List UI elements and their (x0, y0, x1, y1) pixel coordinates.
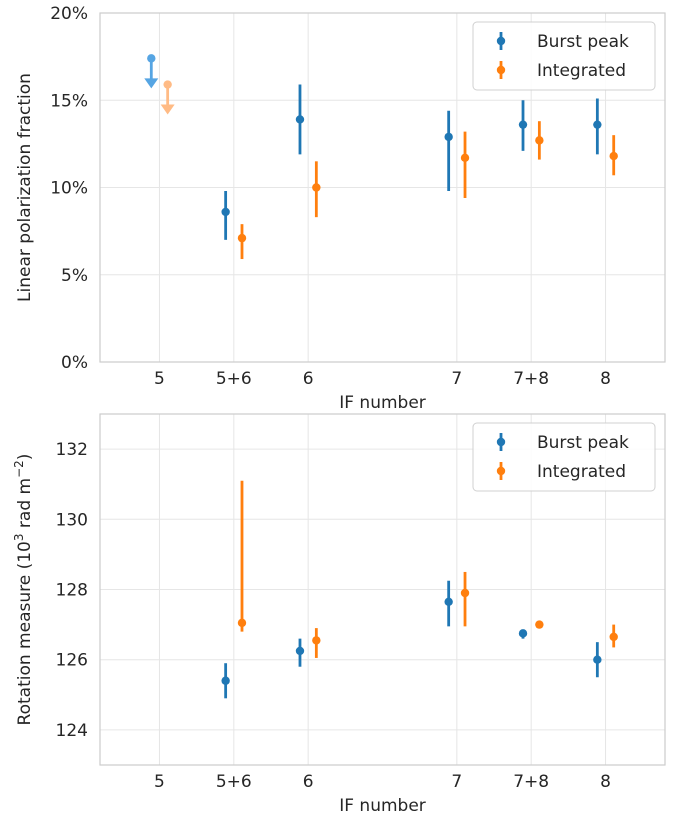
burst-peak-point (593, 655, 602, 664)
integrated-point (609, 151, 618, 161)
x-tick-label: 5 (154, 772, 165, 792)
legend-marker-dot (496, 65, 506, 75)
y-axis-label-part: 3 (12, 533, 26, 541)
y-tick-label: 126 (56, 651, 88, 671)
x-tick-label: 6 (303, 772, 314, 792)
y-axis-label-part: Rotation measure (10 (15, 541, 35, 725)
x-tick-label: 5+6 (216, 772, 252, 792)
burst-peak-point (444, 597, 453, 606)
burst-peak-point (295, 115, 305, 124)
y-tick-label: 128 (56, 581, 88, 601)
burst-peak-point (444, 132, 453, 142)
y-tick-label: 20% (50, 4, 88, 24)
burst-peak-point (221, 676, 230, 685)
x-tick-label: 5+6 (216, 369, 252, 389)
y-tick-label: 0% (61, 353, 88, 373)
y-tick-label: 15% (50, 91, 88, 111)
burst-peak-point (518, 629, 528, 638)
y-axis-label: Rotation measure (103 rad m−2) (12, 454, 35, 726)
integrated-point (312, 636, 321, 645)
integrated-point (609, 632, 618, 642)
x-tick-label: 6 (303, 369, 314, 389)
integrated-point (237, 233, 247, 243)
x-tick-label: 7 (451, 369, 462, 389)
legend-box (472, 422, 656, 492)
x-tick-label: 7+8 (513, 369, 549, 389)
y-axis-label-part: Linear polarization fraction (15, 73, 35, 302)
x-tick-label: 5 (154, 369, 165, 389)
x-tick-label: 7 (451, 772, 462, 792)
integrated-point (460, 153, 470, 163)
y-tick-label: 130 (56, 510, 88, 530)
x-tick-label: 8 (600, 772, 611, 792)
y-tick-label: 124 (56, 721, 88, 741)
legend-label: Burst peak (537, 433, 629, 453)
y-axis-label-part: rad m (15, 478, 35, 534)
y-axis-label-part: −2 (12, 460, 26, 478)
burst-peak-point (593, 120, 602, 129)
legend-label: Burst peak (537, 32, 629, 52)
legend-label: Integrated (537, 462, 626, 482)
y-tick-label: 132 (56, 440, 88, 460)
x-axis-label: IF number (339, 796, 426, 816)
legend-label: Integrated (537, 61, 626, 81)
polarization-chart: 5 5+6 6 7 7+8 8 0% 5% 10% 15% 20% IF number Linear p… (15, 4, 666, 413)
y-tick-label: 5% (61, 266, 88, 286)
rotation-measure-chart: 5 5+6 6 7 7+8 8 124 126 128 130 132 IF number Rotati… (12, 413, 666, 816)
burst-peak-upper-limit-arrow (144, 78, 159, 89)
x-tick-label: 8 (600, 369, 611, 389)
y-tick-label: 10% (50, 179, 88, 199)
x-tick-label: 7+8 (513, 772, 549, 792)
plot-frame (99, 12, 666, 363)
integrated-point (535, 136, 544, 145)
integrated-upper-limit-arrow (160, 104, 175, 115)
y-axis-label-part: ) (15, 454, 35, 461)
legend-marker-dot (496, 36, 506, 46)
integrated-point (535, 620, 544, 629)
legend-marker-dot (496, 437, 506, 447)
legend-marker-dot (496, 466, 506, 476)
burst-peak-point (221, 207, 230, 217)
burst-peak-point (518, 120, 528, 129)
integrated-point (312, 183, 321, 192)
plot-frame (99, 413, 666, 766)
integrated-point (460, 588, 470, 598)
integrated-point (237, 618, 247, 628)
y-axis-label: Linear polarization fraction (15, 73, 35, 302)
x-axis-label: IF number (339, 393, 426, 413)
burst-peak-point (295, 646, 305, 656)
legend-box (472, 21, 656, 91)
